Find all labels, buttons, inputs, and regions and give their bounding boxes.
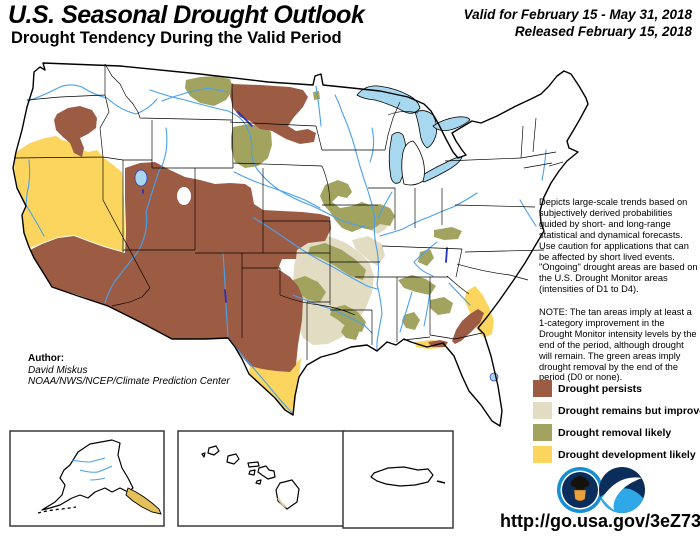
commerce-shield <box>573 489 587 502</box>
niihau <box>201 452 206 458</box>
legend-swatch-development <box>533 446 552 463</box>
reservoir-segments <box>142 111 448 303</box>
author-label: Author: <box>28 353 65 364</box>
kahoolawe <box>255 479 262 485</box>
page-subtitle: Drought Tendency During the Valid Period <box>11 29 342 47</box>
persists-region-norcal-oregon <box>54 106 97 157</box>
puerto-rico-inset-map <box>342 430 454 529</box>
commerce-eagle <box>570 476 590 497</box>
improves-region-missouri <box>352 236 385 266</box>
drought-persists-regions <box>30 84 484 372</box>
removal-region-missouri-arkansas <box>308 243 366 280</box>
alaska-inset-map <box>9 430 165 527</box>
lake-huron <box>414 110 437 149</box>
lake-ontario <box>432 116 471 131</box>
valid-period-text: Valid for February 15 - May 31, 2018 <box>463 7 692 22</box>
michigan-mitten <box>401 140 425 186</box>
author-name: David Miskus <box>28 364 88 376</box>
noaa-seagull <box>602 477 642 510</box>
removal-region-se-oklahoma <box>293 276 326 302</box>
validity-block: Valid for February 15 - May 31, 2018 Rel… <box>464 6 692 40</box>
removal-region-kentucky <box>434 227 462 240</box>
legend-label: Drought persists <box>558 382 643 395</box>
big-island-improves-sliver <box>277 497 287 508</box>
released-date-text: Released February 15, 2018 <box>514 24 692 39</box>
legend-item-drought-persists: Drought persists <box>533 380 699 397</box>
lake-superior <box>356 85 421 114</box>
vieques-island <box>436 480 446 484</box>
drought-removal-regions <box>185 76 462 340</box>
big-island <box>275 479 300 510</box>
persists-region-southwest <box>30 162 331 372</box>
author-block: Author: David Miskus NOAA/NWS/NCEP/Clima… <box>28 353 230 388</box>
description-paragraph: Depicts large-scale trends based on subj… <box>539 197 698 295</box>
puerto-rico-outline <box>370 466 434 487</box>
development-region-west <box>14 136 125 252</box>
legend-swatch-improves <box>533 402 552 419</box>
persists-region-georgia-florida <box>452 309 484 344</box>
legend-item-drought-development: Drought development likely <box>533 446 699 463</box>
removal-region-tennessee <box>418 249 434 266</box>
great-lakes <box>356 85 471 184</box>
great-salt-lake <box>134 169 148 187</box>
us-outline <box>12 62 589 427</box>
state-borders <box>13 63 564 360</box>
lanai <box>248 469 256 476</box>
removal-region-alabama <box>398 275 436 295</box>
legend-item-drought-removal: Drought removal likely <box>533 424 699 441</box>
legend-swatch-removal <box>533 424 552 441</box>
info-url[interactable]: http://go.usa.gov/3eZ73 <box>500 511 700 531</box>
removal-region-montana <box>185 76 233 106</box>
molokai <box>247 461 260 468</box>
persists-region-north-dakota <box>230 84 316 144</box>
legend: Drought persists Drought remains but imp… <box>533 380 700 463</box>
note-paragraph: NOTE: The tan areas imply at least a 1-c… <box>539 307 697 383</box>
page-title: U.S. Seasonal Drought Outlook <box>8 1 365 29</box>
maui <box>257 465 276 480</box>
removal-region-south-mississippi <box>341 323 360 340</box>
alaska-panhandle-development <box>125 487 162 515</box>
alaska-rivers <box>71 457 113 481</box>
kauai <box>207 445 220 456</box>
removal-region-north-louisiana <box>330 305 366 332</box>
aleutian-islands <box>37 506 77 514</box>
removal-region-georgia-alabama <box>430 297 453 315</box>
hawaii-inset-map <box>177 430 346 527</box>
legend-item-drought-improves: Drought remains but improves <box>533 402 700 419</box>
legend-swatch-persists <box>533 380 552 397</box>
legend-label: Drought remains but improves <box>558 404 700 417</box>
persists-region-white-hole <box>177 187 191 205</box>
legend-label: Drought removal likely <box>558 426 672 439</box>
commerce-seal-logo <box>557 467 603 513</box>
oahu <box>226 453 240 465</box>
rivers <box>25 84 547 414</box>
author-organization: NOAA/NWS/NCEP/Climate Prediction Center <box>28 376 230 387</box>
noaa-logo <box>599 467 645 513</box>
legend-label: Drought development likely <box>558 448 696 461</box>
removal-region-south-alabama <box>402 312 420 330</box>
alaska-outline <box>41 439 134 511</box>
